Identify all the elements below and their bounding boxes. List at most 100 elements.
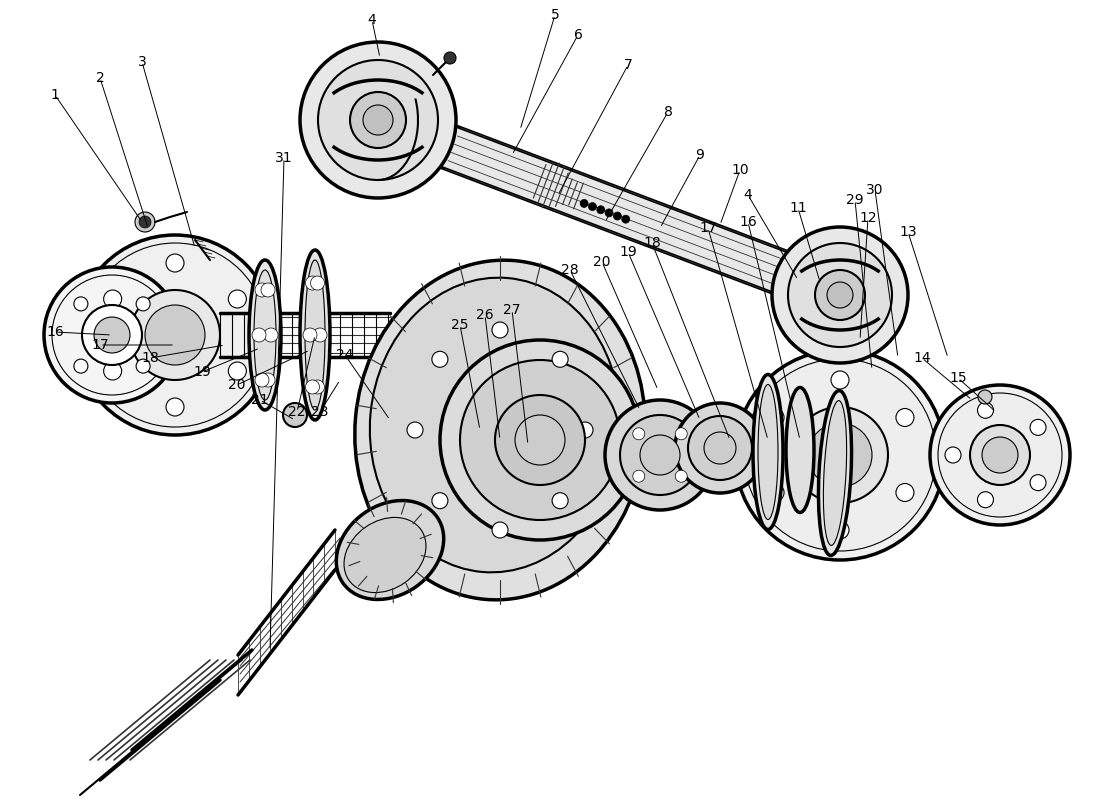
Circle shape — [580, 199, 588, 207]
Circle shape — [896, 483, 914, 502]
Circle shape — [982, 437, 1018, 473]
Circle shape — [945, 447, 961, 463]
Circle shape — [75, 235, 275, 435]
Circle shape — [310, 276, 324, 290]
Text: 10: 10 — [732, 163, 749, 177]
Circle shape — [407, 422, 424, 438]
Circle shape — [166, 398, 184, 416]
Text: 29: 29 — [846, 193, 864, 207]
Text: 28: 28 — [561, 263, 579, 277]
Circle shape — [788, 243, 892, 347]
Circle shape — [444, 52, 456, 64]
Circle shape — [44, 267, 180, 403]
Circle shape — [139, 216, 151, 228]
Circle shape — [640, 435, 680, 475]
Text: 7: 7 — [624, 58, 632, 72]
Circle shape — [460, 360, 620, 520]
Ellipse shape — [355, 260, 646, 600]
Circle shape — [930, 385, 1070, 525]
Text: 31: 31 — [275, 151, 293, 165]
Ellipse shape — [344, 518, 426, 593]
Text: 8: 8 — [663, 105, 672, 119]
Circle shape — [735, 350, 945, 560]
Circle shape — [492, 522, 508, 538]
Text: 9: 9 — [695, 148, 704, 162]
Text: 21: 21 — [251, 393, 268, 407]
Circle shape — [704, 432, 736, 464]
Circle shape — [82, 243, 267, 427]
Text: 20: 20 — [593, 255, 611, 269]
Circle shape — [229, 362, 246, 380]
Circle shape — [306, 276, 319, 290]
Circle shape — [229, 290, 246, 308]
Ellipse shape — [249, 260, 280, 410]
Text: 13: 13 — [899, 225, 916, 239]
Circle shape — [815, 270, 865, 320]
Text: 16: 16 — [46, 325, 64, 339]
Text: 5: 5 — [551, 8, 560, 22]
Circle shape — [440, 340, 640, 540]
Ellipse shape — [818, 390, 851, 555]
Circle shape — [255, 373, 270, 387]
Circle shape — [264, 328, 278, 342]
Circle shape — [614, 212, 622, 220]
Circle shape — [130, 290, 220, 380]
Circle shape — [632, 428, 645, 440]
Circle shape — [350, 92, 406, 148]
Circle shape — [597, 206, 605, 214]
Circle shape — [792, 407, 888, 503]
Circle shape — [252, 328, 266, 342]
Circle shape — [632, 470, 645, 482]
Circle shape — [103, 290, 122, 308]
Text: 20: 20 — [229, 378, 245, 392]
Text: 14: 14 — [913, 351, 931, 365]
Circle shape — [300, 42, 456, 198]
Circle shape — [495, 395, 585, 485]
Text: 16: 16 — [739, 215, 757, 229]
Circle shape — [970, 425, 1030, 485]
Circle shape — [261, 283, 275, 297]
Text: 1: 1 — [51, 88, 59, 102]
Text: 22: 22 — [288, 405, 306, 419]
Circle shape — [766, 409, 784, 426]
Text: 2: 2 — [96, 71, 104, 85]
Text: 24: 24 — [337, 348, 354, 362]
Text: 19: 19 — [194, 365, 211, 379]
Circle shape — [978, 402, 993, 418]
Circle shape — [744, 359, 936, 551]
Circle shape — [978, 390, 992, 404]
Ellipse shape — [300, 250, 330, 420]
Circle shape — [136, 297, 150, 311]
Circle shape — [363, 105, 393, 135]
Circle shape — [261, 373, 275, 387]
Polygon shape — [371, 99, 848, 315]
Circle shape — [588, 202, 596, 210]
Text: 26: 26 — [476, 308, 494, 322]
Circle shape — [978, 492, 993, 508]
Text: 27: 27 — [504, 303, 520, 317]
Circle shape — [283, 403, 307, 427]
Circle shape — [166, 254, 184, 272]
Text: 30: 30 — [867, 183, 883, 197]
Circle shape — [675, 403, 764, 493]
Ellipse shape — [758, 385, 778, 519]
Circle shape — [827, 282, 853, 308]
Circle shape — [675, 470, 688, 482]
Text: 3: 3 — [138, 55, 146, 69]
Text: 25: 25 — [451, 318, 469, 332]
Text: 17: 17 — [91, 338, 109, 352]
Text: 4: 4 — [367, 13, 376, 27]
Circle shape — [605, 209, 613, 217]
Ellipse shape — [824, 401, 847, 546]
Circle shape — [74, 359, 88, 373]
Circle shape — [52, 275, 172, 395]
Circle shape — [830, 371, 849, 389]
Circle shape — [432, 493, 448, 509]
Circle shape — [578, 422, 593, 438]
Ellipse shape — [305, 260, 324, 410]
Circle shape — [82, 305, 142, 365]
Ellipse shape — [337, 501, 443, 599]
Circle shape — [255, 283, 270, 297]
Circle shape — [766, 483, 784, 502]
Circle shape — [94, 317, 130, 353]
